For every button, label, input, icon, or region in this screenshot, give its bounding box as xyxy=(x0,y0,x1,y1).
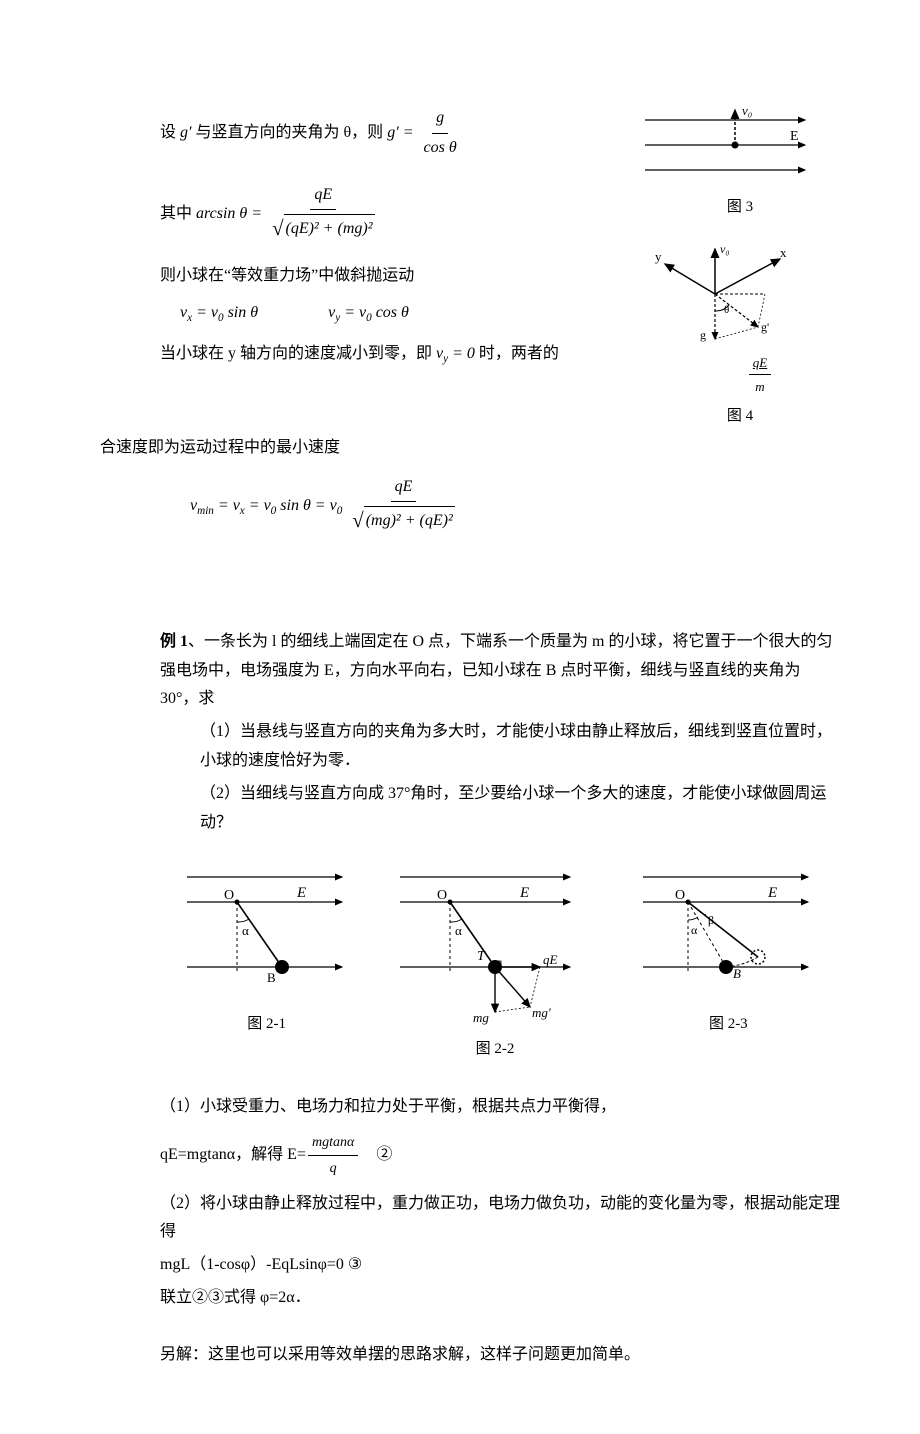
svg-text:g: g xyxy=(700,328,706,342)
svg-text:E: E xyxy=(790,129,799,144)
solution: （1）小球受重力、电场力和拉力处于平衡，根据共点力平衡得， qE=mgtanα，… xyxy=(160,1093,840,1369)
frac-vmin: qE √(mg)² + (qE)² xyxy=(348,473,458,540)
svg-text:β: β xyxy=(708,913,714,927)
denominator: √(mg)² + (qE)² xyxy=(348,502,458,539)
text: qE=mgtanα，解得 E= xyxy=(160,1141,306,1170)
text: 其中 xyxy=(160,200,192,229)
figure-2-2: O E α T qE mg mg' 图 2-2 xyxy=(395,857,595,1063)
fig3-caption: 图 3 xyxy=(640,194,840,221)
figure-3: v₀ E 图 3 xyxy=(640,100,840,221)
numerator: g xyxy=(432,104,448,134)
svg-text:E: E xyxy=(767,885,777,901)
sol-line: （1）小球受重力、电场力和拉力处于平衡，根据共点力平衡得， xyxy=(160,1093,840,1122)
alt-solution: 另解：这里也可以采用等效单摆的思路求解，这样子问题更加简单。 xyxy=(160,1341,840,1370)
denominator: √(qE)² + (mg)² xyxy=(268,210,378,247)
top-right: v₀ E 图 3 xyxy=(640,100,840,430)
svg-text:O: O xyxy=(437,888,447,903)
eq-vx-vy: vx = v0 sin θ vy = v0 cos θ xyxy=(160,295,640,332)
svg-text:O: O xyxy=(675,888,685,903)
frac-qE-sqrt: qE √(qE)² + (mg)² xyxy=(268,181,378,248)
svg-text:α: α xyxy=(455,923,462,938)
denominator: cos θ xyxy=(419,134,460,163)
svg-text:B: B xyxy=(267,970,276,985)
den: q xyxy=(326,1156,341,1181)
page-content: 设 g′ 与竖直方向的夹角为 θ，则 g′ = g cos θ 其中 arcsi… xyxy=(160,100,840,1370)
fig4-qEm: qE m xyxy=(680,351,840,399)
sol-line: （2）将小球由静止释放过程中，重力做正功，电场力做负功，动能的变化量为零，根据动… xyxy=(160,1190,840,1248)
svg-text:α: α xyxy=(242,923,249,938)
text: 设 xyxy=(160,119,176,148)
svg-text:mg: mg xyxy=(473,1010,489,1025)
num: mgtanα xyxy=(308,1130,358,1156)
example-heading-line: 例 1、一条长为 l 的细线上端固定在 O 点，下端系一个质量为 m 的小球，将… xyxy=(160,628,840,714)
svg-text:y: y xyxy=(655,249,662,264)
sol-eq-E: qE=mgtanα，解得 E= mgtanα q ② xyxy=(160,1126,840,1185)
fig4-caption: 图 4 xyxy=(640,403,840,430)
sqrt-body: (qE)² + (mg)² xyxy=(284,214,375,244)
figure-4: y x v₀ θ g g' qE m 图 4 xyxy=(640,239,840,430)
top-section: 设 g′ 与竖直方向的夹角为 θ，则 g′ = g cos θ 其中 arcsi… xyxy=(160,100,840,430)
frac-g-costheta: g cos θ xyxy=(419,104,460,163)
caption: 图 2-2 xyxy=(395,1036,595,1063)
num: qE xyxy=(749,351,771,375)
text: ② xyxy=(360,1141,392,1170)
svg-text:x: x xyxy=(780,245,787,260)
svg-text:g': g' xyxy=(761,320,769,334)
svg-text:qE: qE xyxy=(543,952,558,967)
figure-2-3: O E α β B 图 2-3 xyxy=(638,857,818,1063)
svg-text:E: E xyxy=(296,885,306,901)
svg-text:O: O xyxy=(224,888,234,903)
svg-text:mg': mg' xyxy=(532,1005,551,1020)
eq-gprime: 设 g′ 与竖直方向的夹角为 θ，则 g′ = g cos θ xyxy=(160,100,640,167)
fig3-svg: v₀ E xyxy=(640,100,810,190)
numerator: qE xyxy=(391,473,417,503)
svg-text:v₀: v₀ xyxy=(742,103,752,118)
text-line: 当小球在 y 轴方向的速度减小到零，即 vy = 0 时，两者的 xyxy=(160,340,640,369)
text: 与竖直方向的夹角为 θ，则 xyxy=(196,119,384,148)
example-label: 例 1 xyxy=(160,633,188,650)
text-line: 合速度即为运动过程中的最小速度 xyxy=(100,434,840,463)
svg-text:α: α xyxy=(691,923,698,937)
text: 则小球在“等效重力场”中做斜抛运动 xyxy=(160,267,414,284)
question-2: （2）当细线与竖直方向成 37°角时，至少要给小球一个多大的速度，才能使小球做圆… xyxy=(160,780,840,838)
svg-text:B: B xyxy=(733,966,741,981)
caption: 图 2-3 xyxy=(638,1011,818,1038)
den: m xyxy=(751,375,768,398)
question-1: （1）当悬线与竖直方向的夹角为多大时，才能使小球由静止释放后，细线到竖直位置时，… xyxy=(160,718,840,776)
example-body: 、一条长为 l 的细线上端固定在 O 点，下端系一个质量为 m 的小球，将它置于… xyxy=(160,633,832,708)
caption: 图 2-1 xyxy=(182,1011,352,1038)
sol-line: mgL（1-cosφ）-EqLsinφ=0 ③ xyxy=(160,1251,840,1280)
numerator: qE xyxy=(310,181,336,211)
eq-vmin: vmin = vx = v0 sin θ = v0 qE √(mg)² + (q… xyxy=(160,469,840,544)
figure-2-row: O E α B 图 2-1 xyxy=(160,857,840,1063)
figure-2-1: O E α B 图 2-1 xyxy=(182,857,352,1063)
sol-line: 联立②③式得 φ=2α． xyxy=(160,1284,840,1313)
example-1: 例 1、一条长为 l 的细线上端固定在 O 点，下端系一个质量为 m 的小球，将… xyxy=(160,628,840,838)
svg-text:v₀: v₀ xyxy=(720,242,730,256)
sqrt-body: (mg)² + (qE)² xyxy=(364,506,455,536)
svg-text:θ: θ xyxy=(724,304,729,316)
svg-text:T: T xyxy=(477,949,486,964)
svg-text:E: E xyxy=(519,885,529,901)
top-left: 设 g′ 与竖直方向的夹角为 θ，则 g′ = g cos θ 其中 arcsi… xyxy=(160,100,640,373)
text: 合速度即为运动过程中的最小速度 xyxy=(100,439,340,456)
eq-arcsin: 其中 arcsin θ = qE √(qE)² + (mg)² xyxy=(160,177,640,252)
fig4-svg: y x v₀ θ g g' xyxy=(640,239,800,369)
text-line: 则小球在“等效重力场”中做斜抛运动 xyxy=(160,262,640,291)
